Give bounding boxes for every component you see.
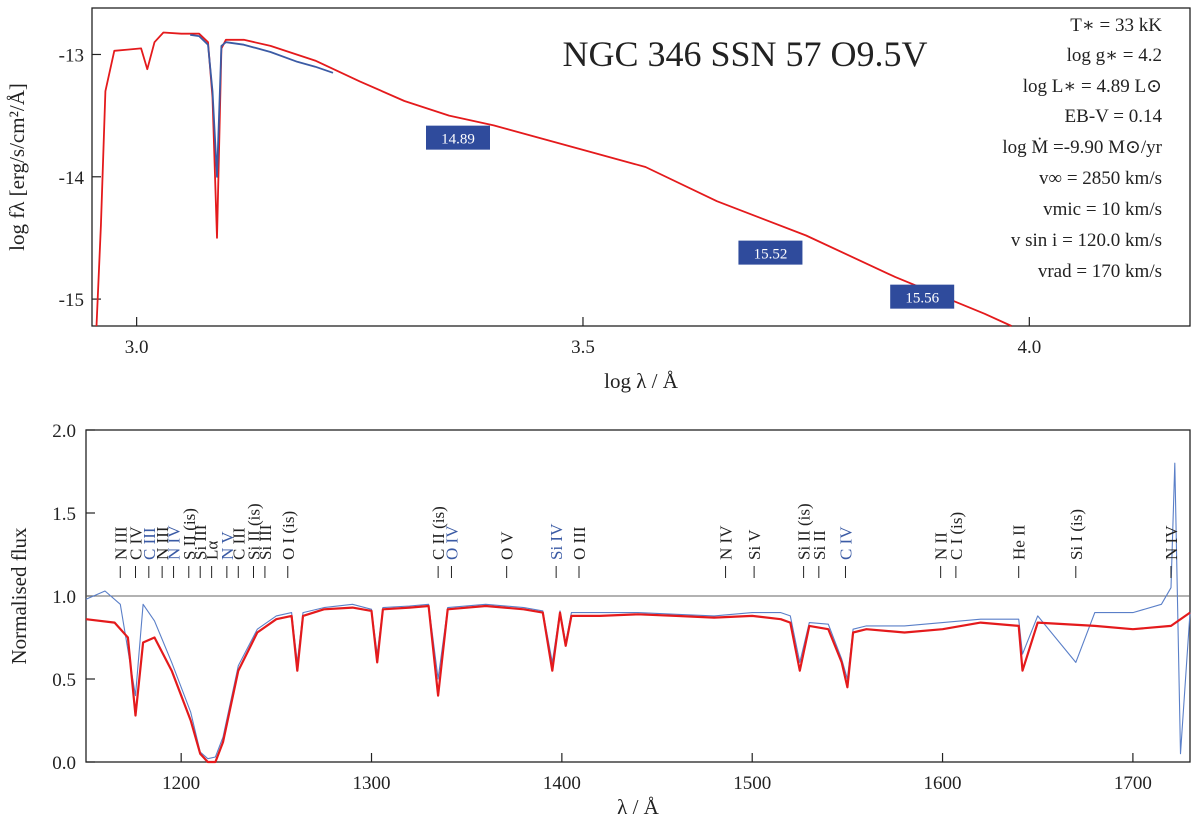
param-temperature: T∗ = 33 kK — [1070, 15, 1162, 36]
uv-x-tick-label: 1700 — [1114, 773, 1152, 794]
sed-observed-line — [190, 34, 334, 178]
sed-x-tick-label: 3.0 — [125, 337, 149, 358]
param-mass-loss: log Ṁ =-9.90 M⊙/yr — [1002, 137, 1162, 158]
line-id-label: Lα — [203, 541, 222, 560]
line-id-label: C III — [140, 527, 159, 560]
line-id-label: N III — [153, 526, 172, 560]
uv-y-axis-label: Normalised flux — [7, 527, 31, 665]
uv-x-tick-label: 1400 — [543, 773, 581, 794]
sed-panel: 3.0 3.5 4.0 -13 -14 -15 14.89 15.52 15.56 NGC … — [5, 7, 1191, 393]
sed-model-line — [95, 31, 1012, 327]
uv-y-ticks: 0.0 0.5 1.0 1.5 2.0 — [52, 421, 95, 774]
sed-x-ticks: 3.0 3.5 4.0 — [125, 317, 1041, 358]
line-id-label: Si II (is) — [245, 503, 264, 560]
sed-x-tick-label: 4.0 — [1017, 337, 1041, 358]
uv-model-line — [85, 604, 1191, 764]
magnitude-box — [738, 240, 803, 265]
uv-y-tick-label: 0.5 — [52, 670, 76, 691]
line-id-label: Si I (is) — [1067, 509, 1086, 560]
line-id-label: N III — [111, 526, 130, 560]
line-id-label: Si III — [256, 524, 275, 560]
line-id-label: N II — [932, 532, 951, 560]
line-id-label: C IV — [127, 526, 146, 560]
line-id-label: Si V — [745, 529, 764, 560]
uv-y-tick-label: 0.0 — [52, 753, 76, 774]
magnitude-box — [890, 284, 955, 309]
line-id-label: C II (is) — [429, 506, 448, 560]
line-id-label: Si III — [191, 524, 210, 560]
sed-plot-frame — [91, 7, 1191, 327]
sed-y-tick-label: -15 — [59, 290, 84, 311]
line-id-label: O IV — [443, 525, 462, 560]
param-radial-velocity: vrad = 170 km/s — [1038, 261, 1162, 282]
line-id-label: O V — [498, 531, 517, 560]
uv-y-tick-label: 2.0 — [52, 421, 76, 442]
line-id-label: C I (is) — [947, 512, 966, 560]
sed-y-axis-label: log fλ [erg/s/cm²/Å] — [5, 83, 29, 251]
line-id-label: He II — [1010, 524, 1029, 560]
line-id-label: N IV — [717, 525, 736, 560]
param-reddening: EB-V = 0.14 — [1065, 106, 1163, 127]
line-id-label: Si II (is) — [795, 503, 814, 560]
line-id-label: O I (is) — [279, 511, 298, 560]
param-luminosity: log L∗ = 4.89 L⊙ — [1023, 76, 1162, 97]
sed-y-ticks: -13 -14 -15 — [59, 45, 101, 311]
param-gravity: log g∗ = 4.2 — [1067, 45, 1162, 66]
param-terminal-velocity: v∞ = 2850 km/s — [1039, 168, 1162, 189]
sed-y-tick-label: -14 — [59, 168, 85, 189]
line-id-label: N IV — [165, 525, 184, 560]
uv-x-ticks: 1200 1300 1400 1500 1600 1700 — [162, 753, 1152, 794]
line-id-label: C IV — [837, 526, 856, 560]
line-id-label: Si II — [810, 530, 829, 560]
sed-spectra — [95, 31, 1012, 327]
line-id-label: O III — [570, 526, 589, 560]
uv-y-tick-label: 1.5 — [52, 504, 76, 525]
line-id-label: Si IV — [547, 523, 566, 560]
sed-x-axis-label: log λ / Å — [604, 369, 679, 393]
line-id-label: N V — [218, 531, 237, 560]
uv-x-tick-label: 1200 — [162, 773, 200, 794]
param-rotation: v sin i = 120.0 km/s — [1011, 230, 1162, 251]
magnitude-label: 15.52 — [754, 247, 788, 263]
uv-x-axis-label: λ / Å — [617, 795, 660, 819]
sed-y-tick-label: -13 — [59, 45, 84, 66]
magnitude-label: 14.89 — [441, 132, 475, 148]
uv-spectra — [85, 462, 1191, 764]
sed-x-tick-label: 3.5 — [571, 337, 595, 358]
sed-title: NGC 346 SSN 57 O9.5V — [562, 34, 927, 74]
stellar-parameters: T∗ = 33 kK log g∗ = 4.2 log L∗ = 4.89 L⊙… — [1002, 15, 1162, 282]
param-microturbulence: vmic = 10 km/s — [1043, 199, 1162, 220]
uv-x-tick-label: 1600 — [924, 773, 962, 794]
magnitude-label: 15.56 — [905, 291, 939, 307]
line-id-label: S II (is) — [180, 508, 199, 560]
uv-x-tick-label: 1500 — [733, 773, 771, 794]
magnitude-box — [426, 125, 490, 150]
uv-x-tick-label: 1300 — [353, 773, 391, 794]
line-id-label: N IV — [1162, 525, 1181, 560]
uv-y-tick-label: 1.0 — [52, 587, 76, 608]
uv-panel: 1200 1300 1400 1500 1600 1700 0.0 0.5 1.0 1.5 2.0… — [7, 421, 1191, 819]
line-id-label: C III — [229, 527, 248, 560]
sed-magnitude-labels: 14.89 15.52 15.56 — [426, 125, 955, 309]
